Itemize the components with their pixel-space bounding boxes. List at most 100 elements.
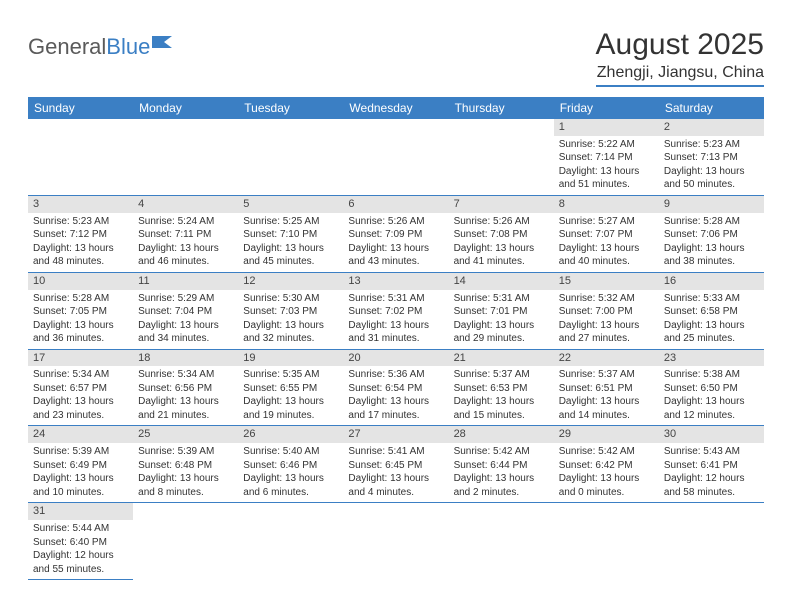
calendar-cell: 17Sunrise: 5:34 AMSunset: 6:57 PMDayligh… [28, 349, 133, 426]
sunrise-line: Sunrise: 5:23 AM [664, 138, 759, 152]
calendar-cell: 22Sunrise: 5:37 AMSunset: 6:51 PMDayligh… [554, 349, 659, 426]
sunset-line: Sunset: 7:06 PM [664, 228, 759, 242]
calendar-cell: 24Sunrise: 5:39 AMSunset: 6:49 PMDayligh… [28, 426, 133, 503]
calendar-cell: 5Sunrise: 5:25 AMSunset: 7:10 PMDaylight… [238, 195, 343, 272]
calendar-row: 1Sunrise: 5:22 AMSunset: 7:14 PMDaylight… [28, 119, 764, 195]
day-details: Sunrise: 5:39 AMSunset: 6:48 PMDaylight:… [133, 443, 238, 502]
calendar-cell: 27Sunrise: 5:41 AMSunset: 6:45 PMDayligh… [343, 426, 448, 503]
day-details: Sunrise: 5:36 AMSunset: 6:54 PMDaylight:… [343, 366, 448, 425]
calendar-cell: 8Sunrise: 5:27 AMSunset: 7:07 PMDaylight… [554, 195, 659, 272]
calendar-cell: 3Sunrise: 5:23 AMSunset: 7:12 PMDaylight… [28, 195, 133, 272]
daylight-line: Daylight: 13 hours and 17 minutes. [348, 395, 443, 422]
daylight-line: Daylight: 12 hours and 58 minutes. [664, 472, 759, 499]
calendar-cell-empty [449, 119, 554, 195]
day-details: Sunrise: 5:42 AMSunset: 6:42 PMDaylight:… [554, 443, 659, 502]
day-number: 13 [343, 273, 448, 290]
calendar-cell: 1Sunrise: 5:22 AMSunset: 7:14 PMDaylight… [554, 119, 659, 195]
sunrise-line: Sunrise: 5:26 AM [348, 215, 443, 229]
daylight-line: Daylight: 13 hours and 34 minutes. [138, 319, 233, 346]
sunrise-line: Sunrise: 5:41 AM [348, 445, 443, 459]
sunrise-line: Sunrise: 5:33 AM [664, 292, 759, 306]
sunset-line: Sunset: 7:12 PM [33, 228, 128, 242]
calendar-cell: 11Sunrise: 5:29 AMSunset: 7:04 PMDayligh… [133, 272, 238, 349]
day-details: Sunrise: 5:41 AMSunset: 6:45 PMDaylight:… [343, 443, 448, 502]
sunset-line: Sunset: 7:10 PM [243, 228, 338, 242]
sunrise-line: Sunrise: 5:26 AM [454, 215, 549, 229]
title-block: August 2025 Zhengji, Jiangsu, China [596, 28, 764, 87]
daylight-line: Daylight: 13 hours and 0 minutes. [559, 472, 654, 499]
day-number: 31 [28, 503, 133, 520]
calendar-header-row: SundayMondayTuesdayWednesdayThursdayFrid… [28, 97, 764, 119]
sunrise-line: Sunrise: 5:43 AM [664, 445, 759, 459]
day-number: 25 [133, 426, 238, 443]
day-details: Sunrise: 5:30 AMSunset: 7:03 PMDaylight:… [238, 290, 343, 349]
sunrise-line: Sunrise: 5:28 AM [33, 292, 128, 306]
day-number: 29 [554, 426, 659, 443]
sunset-line: Sunset: 7:11 PM [138, 228, 233, 242]
calendar-row: 24Sunrise: 5:39 AMSunset: 6:49 PMDayligh… [28, 426, 764, 503]
sunrise-line: Sunrise: 5:34 AM [138, 368, 233, 382]
daylight-line: Daylight: 13 hours and 25 minutes. [664, 319, 759, 346]
day-details: Sunrise: 5:27 AMSunset: 7:07 PMDaylight:… [554, 213, 659, 272]
sunset-line: Sunset: 6:48 PM [138, 459, 233, 473]
logo-text-2: Blue [106, 34, 150, 60]
sunrise-line: Sunrise: 5:36 AM [348, 368, 443, 382]
sunset-line: Sunset: 7:05 PM [33, 305, 128, 319]
calendar-cell-empty [343, 503, 448, 580]
daylight-line: Daylight: 13 hours and 14 minutes. [559, 395, 654, 422]
calendar-cell: 14Sunrise: 5:31 AMSunset: 7:01 PMDayligh… [449, 272, 554, 349]
calendar-cell-empty [659, 503, 764, 580]
calendar-cell: 21Sunrise: 5:37 AMSunset: 6:53 PMDayligh… [449, 349, 554, 426]
day-details: Sunrise: 5:35 AMSunset: 6:55 PMDaylight:… [238, 366, 343, 425]
day-number: 12 [238, 273, 343, 290]
daylight-line: Daylight: 13 hours and 50 minutes. [664, 165, 759, 192]
daylight-line: Daylight: 13 hours and 10 minutes. [33, 472, 128, 499]
daylight-line: Daylight: 13 hours and 21 minutes. [138, 395, 233, 422]
sunrise-line: Sunrise: 5:40 AM [243, 445, 338, 459]
sunset-line: Sunset: 6:53 PM [454, 382, 549, 396]
calendar-cell: 25Sunrise: 5:39 AMSunset: 6:48 PMDayligh… [133, 426, 238, 503]
sunrise-line: Sunrise: 5:31 AM [348, 292, 443, 306]
sunset-line: Sunset: 6:41 PM [664, 459, 759, 473]
page-title: August 2025 [596, 28, 764, 62]
calendar-row: 3Sunrise: 5:23 AMSunset: 7:12 PMDaylight… [28, 195, 764, 272]
header: GeneralBlue August 2025 Zhengji, Jiangsu… [28, 28, 764, 87]
day-number: 30 [659, 426, 764, 443]
calendar-cell-empty [449, 503, 554, 580]
day-details: Sunrise: 5:34 AMSunset: 6:57 PMDaylight:… [28, 366, 133, 425]
day-number: 17 [28, 350, 133, 367]
day-details: Sunrise: 5:28 AMSunset: 7:06 PMDaylight:… [659, 213, 764, 272]
day-details: Sunrise: 5:25 AMSunset: 7:10 PMDaylight:… [238, 213, 343, 272]
sunset-line: Sunset: 6:56 PM [138, 382, 233, 396]
daylight-line: Daylight: 13 hours and 12 minutes. [664, 395, 759, 422]
calendar-row: 10Sunrise: 5:28 AMSunset: 7:05 PMDayligh… [28, 272, 764, 349]
sunset-line: Sunset: 7:00 PM [559, 305, 654, 319]
day-number: 19 [238, 350, 343, 367]
sunset-line: Sunset: 7:02 PM [348, 305, 443, 319]
day-details: Sunrise: 5:31 AMSunset: 7:01 PMDaylight:… [449, 290, 554, 349]
sunrise-line: Sunrise: 5:32 AM [559, 292, 654, 306]
title-underline [596, 85, 764, 87]
weekday-header: Sunday [28, 97, 133, 119]
calendar-cell-empty [554, 503, 659, 580]
sunrise-line: Sunrise: 5:30 AM [243, 292, 338, 306]
calendar-cell: 6Sunrise: 5:26 AMSunset: 7:09 PMDaylight… [343, 195, 448, 272]
calendar-cell: 18Sunrise: 5:34 AMSunset: 6:56 PMDayligh… [133, 349, 238, 426]
day-number: 10 [28, 273, 133, 290]
day-details: Sunrise: 5:28 AMSunset: 7:05 PMDaylight:… [28, 290, 133, 349]
day-details: Sunrise: 5:32 AMSunset: 7:00 PMDaylight:… [554, 290, 659, 349]
calendar-cell: 28Sunrise: 5:42 AMSunset: 6:44 PMDayligh… [449, 426, 554, 503]
calendar-cell: 15Sunrise: 5:32 AMSunset: 7:00 PMDayligh… [554, 272, 659, 349]
daylight-line: Daylight: 13 hours and 38 minutes. [664, 242, 759, 269]
calendar-cell-empty [28, 119, 133, 195]
sunrise-line: Sunrise: 5:37 AM [559, 368, 654, 382]
calendar-cell: 7Sunrise: 5:26 AMSunset: 7:08 PMDaylight… [449, 195, 554, 272]
logo: GeneralBlue [28, 34, 176, 60]
sunset-line: Sunset: 7:04 PM [138, 305, 233, 319]
day-number: 20 [343, 350, 448, 367]
calendar-cell: 20Sunrise: 5:36 AMSunset: 6:54 PMDayligh… [343, 349, 448, 426]
sunrise-line: Sunrise: 5:27 AM [559, 215, 654, 229]
sunrise-line: Sunrise: 5:42 AM [559, 445, 654, 459]
day-details: Sunrise: 5:33 AMSunset: 6:58 PMDaylight:… [659, 290, 764, 349]
day-number: 9 [659, 196, 764, 213]
